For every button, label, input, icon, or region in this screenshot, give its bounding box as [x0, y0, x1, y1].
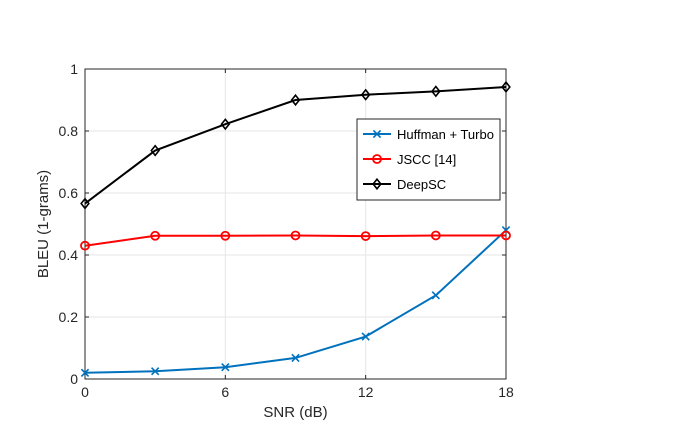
tick-labels: 0 6 12 18 0 0.2 0.4 0.6 0.8 1	[59, 61, 514, 400]
x-axis-label: SNR (dB)	[263, 404, 327, 421]
legend-item: Huffman + Turbo	[363, 127, 494, 142]
y-tick-label: 1	[70, 61, 78, 77]
data-point	[221, 363, 230, 372]
axes	[84, 68, 507, 380]
legend-label: Huffman + Turbo	[397, 127, 494, 142]
marker-stroke	[151, 367, 160, 376]
data-point	[80, 197, 90, 210]
data-point	[150, 230, 161, 241]
series-0	[80, 226, 511, 377]
data-point	[360, 88, 371, 101]
axes-box	[84, 68, 507, 380]
x-tick-label: 6	[221, 384, 229, 400]
y-axis-label: BLEU (1-grams)	[35, 170, 52, 278]
y-tick-label: 0.2	[59, 309, 79, 325]
data-point	[220, 118, 231, 131]
data-point	[430, 230, 441, 241]
data-point	[151, 367, 160, 376]
data-point	[430, 85, 441, 98]
marker-stroke	[431, 291, 440, 300]
series-1	[80, 230, 511, 251]
legend-label: DeepSC	[397, 177, 446, 192]
data-point	[150, 144, 161, 157]
legend-label: JSCC [14]	[397, 152, 456, 167]
data-point	[290, 93, 301, 107]
legend: Huffman + Turbo JSCC [14] DeepSC	[356, 118, 501, 201]
data-point	[360, 231, 371, 241]
data-series	[80, 80, 511, 377]
x-tick-label: 12	[358, 384, 374, 400]
marker-stroke	[372, 129, 382, 139]
y-tick-label: 0.8	[59, 123, 79, 139]
data-point	[291, 353, 300, 363]
data-point	[501, 80, 511, 94]
x-tick-label: 18	[498, 384, 514, 400]
data-point	[80, 368, 90, 377]
plot-background	[85, 69, 506, 379]
marker-stroke	[80, 368, 90, 377]
series-line	[84, 85, 507, 205]
legend-marker	[372, 177, 382, 191]
legend-item: DeepSC	[363, 177, 446, 192]
y-tick-label: 0	[70, 371, 78, 387]
data-point	[501, 230, 511, 241]
data-point	[290, 230, 301, 241]
legend-marker	[372, 129, 382, 139]
legend-item: JSCC [14]	[363, 152, 456, 167]
y-tick-label: 0.6	[59, 185, 79, 201]
data-point	[220, 230, 231, 241]
series-2	[80, 80, 511, 210]
marker-stroke	[361, 332, 370, 341]
y-tick-label: 0.4	[59, 247, 79, 263]
data-point	[361, 332, 370, 341]
x-tick-label: 0	[81, 384, 89, 400]
legend-marker	[372, 154, 382, 164]
marker-stroke	[221, 363, 230, 372]
data-point	[431, 291, 440, 300]
marker-stroke	[291, 353, 300, 363]
series-line	[84, 234, 506, 247]
data-point	[80, 240, 90, 251]
